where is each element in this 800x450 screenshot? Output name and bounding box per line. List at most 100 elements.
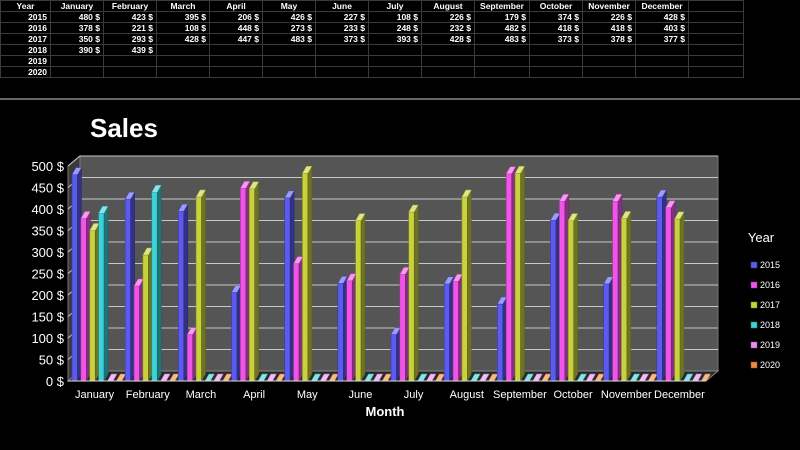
sheet-header-cell[interactable]: February: [103, 0, 157, 12]
sheet-cell[interactable]: 418 $: [529, 22, 583, 34]
sheet-header-cell[interactable]: September: [474, 0, 530, 12]
sheet-header-cell[interactable]: August: [421, 0, 475, 12]
sheet-header-cell[interactable]: January: [50, 0, 104, 12]
sheet-cell-empty[interactable]: [688, 33, 744, 45]
sheet-cell[interactable]: 108 $: [368, 11, 422, 23]
sheet-cell-empty[interactable]: [688, 22, 744, 34]
sheet-year-cell[interactable]: 2020: [0, 66, 51, 78]
sheet-cell[interactable]: 428 $: [635, 11, 689, 23]
sheet-cell[interactable]: [635, 55, 689, 67]
sheet-cell[interactable]: 179 $: [474, 11, 530, 23]
sheet-cell[interactable]: [262, 55, 316, 67]
sheet-cell[interactable]: [103, 66, 157, 78]
sheet-cell[interactable]: [262, 44, 316, 56]
sheet-cell-empty[interactable]: [688, 66, 744, 78]
sheet-cell[interactable]: 350 $: [50, 33, 104, 45]
sheet-cell[interactable]: [474, 66, 530, 78]
sheet-cell[interactable]: [368, 44, 422, 56]
sheet-cell[interactable]: [156, 66, 210, 78]
sheet-header-cell[interactable]: May: [262, 0, 316, 12]
sheet-cell-empty[interactable]: [688, 44, 744, 56]
sheet-cell[interactable]: [368, 55, 422, 67]
bar: [177, 203, 189, 382]
sheet-cell[interactable]: 221 $: [103, 22, 157, 34]
sheet-cell[interactable]: 482 $: [474, 22, 530, 34]
sheet-cell[interactable]: 373 $: [529, 33, 583, 45]
sheet-cell[interactable]: 439 $: [103, 44, 157, 56]
sheet-cell[interactable]: 108 $: [156, 22, 210, 34]
sheet-cell[interactable]: [582, 55, 636, 67]
sheet-cell[interactable]: 248 $: [368, 22, 422, 34]
sheet-cell[interactable]: [209, 55, 263, 67]
sheet-cell[interactable]: [262, 66, 316, 78]
sheet-cell[interactable]: 293 $: [103, 33, 157, 45]
legend-swatch: [750, 281, 758, 289]
sheet-cell-empty[interactable]: [688, 0, 744, 12]
sheet-cell[interactable]: 428 $: [421, 33, 475, 45]
sheet-cell[interactable]: 206 $: [209, 11, 263, 23]
sheet-cell[interactable]: 273 $: [262, 22, 316, 34]
sheet-header-cell[interactable]: November: [582, 0, 636, 12]
sheet-cell[interactable]: [582, 66, 636, 78]
sheet-cell[interactable]: 483 $: [474, 33, 530, 45]
sheet-cell[interactable]: [529, 66, 583, 78]
sheet-cell[interactable]: [156, 44, 210, 56]
sheet-header-cell[interactable]: June: [315, 0, 369, 12]
sheet-cell[interactable]: [315, 44, 369, 56]
sheet-year-cell[interactable]: 2015: [0, 11, 51, 23]
sheet-cell[interactable]: 377 $: [635, 33, 689, 45]
sheet-header-cell[interactable]: December: [635, 0, 689, 12]
sheet-cell[interactable]: 480 $: [50, 11, 104, 23]
sheet-cell[interactable]: [474, 44, 530, 56]
sheet-cell[interactable]: [635, 66, 689, 78]
sheet-header-cell[interactable]: October: [529, 0, 583, 12]
sheet-cell[interactable]: 374 $: [529, 11, 583, 23]
sheet-cell[interactable]: [156, 55, 210, 67]
sheet-header-cell[interactable]: April: [209, 0, 263, 12]
sheet-cell[interactable]: [421, 44, 475, 56]
sheet-cell[interactable]: 423 $: [103, 11, 157, 23]
sheet-cell[interactable]: [529, 44, 583, 56]
sheet-cell[interactable]: 378 $: [582, 33, 636, 45]
sheet-cell[interactable]: [421, 55, 475, 67]
sheet-cell-empty[interactable]: [688, 55, 744, 67]
sheet-cell[interactable]: [209, 66, 263, 78]
sheet-cell[interactable]: 447 $: [209, 33, 263, 45]
sheet-header-cell[interactable]: March: [156, 0, 210, 12]
sheet-cell[interactable]: 227 $: [315, 11, 369, 23]
sheet-cell[interactable]: [582, 44, 636, 56]
sheet-cell[interactable]: 233 $: [315, 22, 369, 34]
sheet-header-cell[interactable]: Year: [0, 0, 51, 12]
sheet-cell[interactable]: 232 $: [421, 22, 475, 34]
sheet-cell[interactable]: [315, 55, 369, 67]
sheet-year-cell[interactable]: 2016: [0, 22, 51, 34]
sheet-year-cell[interactable]: 2019: [0, 55, 51, 67]
sheet-year-cell[interactable]: 2018: [0, 44, 51, 56]
sheet-cell[interactable]: [421, 66, 475, 78]
sheet-cell[interactable]: [474, 55, 530, 67]
sheet-cell[interactable]: [529, 55, 583, 67]
sheet-cell[interactable]: 373 $: [315, 33, 369, 45]
sheet-cell[interactable]: [315, 66, 369, 78]
sheet-cell[interactable]: [50, 55, 104, 67]
sheet-cell[interactable]: 395 $: [156, 11, 210, 23]
sheet-cell[interactable]: 403 $: [635, 22, 689, 34]
sheet-header-cell[interactable]: July: [368, 0, 422, 12]
sheet-cell[interactable]: [103, 55, 157, 67]
sheet-cell[interactable]: [635, 44, 689, 56]
sheet-cell[interactable]: 418 $: [582, 22, 636, 34]
sheet-cell[interactable]: [368, 66, 422, 78]
sheet-cell[interactable]: 483 $: [262, 33, 316, 45]
sheet-cell[interactable]: 226 $: [582, 11, 636, 23]
sheet-cell[interactable]: 393 $: [368, 33, 422, 45]
sheet-cell[interactable]: [50, 66, 104, 78]
sheet-cell[interactable]: 428 $: [156, 33, 210, 45]
sheet-cell[interactable]: 426 $: [262, 11, 316, 23]
sheet-cell[interactable]: [209, 44, 263, 56]
sheet-cell-empty[interactable]: [688, 11, 744, 23]
sheet-cell[interactable]: 448 $: [209, 22, 263, 34]
sheet-cell[interactable]: 378 $: [50, 22, 104, 34]
sheet-cell[interactable]: 226 $: [421, 11, 475, 23]
sheet-cell[interactable]: 390 $: [50, 44, 104, 56]
sheet-year-cell[interactable]: 2017: [0, 33, 51, 45]
